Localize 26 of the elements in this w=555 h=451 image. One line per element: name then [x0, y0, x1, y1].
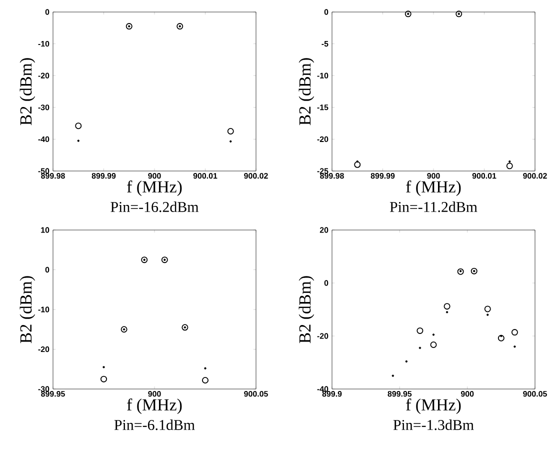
y-axis-title: B2 (dBm): [20, 276, 36, 344]
point: [176, 23, 184, 30]
point: [484, 306, 491, 312]
point: [227, 128, 234, 134]
x-axis-title: f (MHz): [127, 398, 182, 414]
text: Pin=-1.3dBm: [393, 420, 474, 430]
text: Pin=-6.1dBm: [114, 420, 195, 430]
point: [456, 10, 462, 18]
text: Pin=-16.2dBm: [110, 202, 199, 212]
point: [506, 162, 513, 170]
point: [511, 329, 518, 336]
x-axis-title: f (MHz): [406, 398, 461, 414]
x-axis-title: f (MHz): [406, 180, 461, 196]
point: [75, 122, 82, 130]
y-axis-title: B2 (dBm): [298, 58, 314, 126]
x-axis-title: f (MHz): [127, 180, 182, 196]
point: [430, 342, 437, 348]
point: [498, 334, 504, 342]
y-axis-title: B2 (dBm): [298, 276, 314, 344]
point: [444, 303, 450, 310]
y-axis-title: B2 (dBm): [20, 58, 36, 126]
text: Pin=-11.2dBm: [390, 202, 478, 212]
point: [457, 268, 464, 275]
point: [404, 10, 412, 18]
point: [354, 161, 361, 168]
point: [416, 327, 424, 334]
